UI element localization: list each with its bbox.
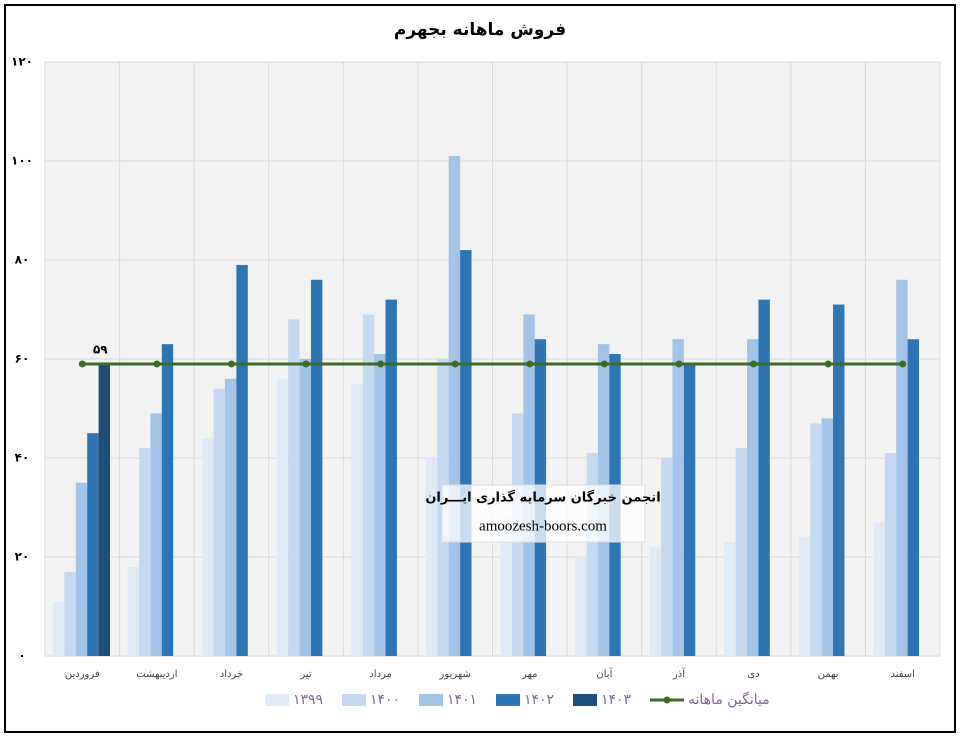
bar — [64, 571, 76, 656]
x-tick-label: دی — [747, 669, 759, 680]
bar — [150, 413, 162, 656]
line-marker — [451, 360, 459, 368]
legend-label: ۱۴۰۳ — [601, 692, 632, 708]
legend-label: ۱۳۹۹ — [293, 692, 323, 708]
bar — [672, 339, 684, 656]
bar — [161, 344, 174, 656]
bar — [821, 418, 834, 656]
bar — [798, 537, 811, 656]
bar — [213, 388, 225, 656]
y-tick-label: ۴۰ — [15, 451, 30, 465]
bar — [833, 304, 845, 656]
line-marker — [600, 360, 608, 368]
x-tick-label: خرداد — [220, 669, 243, 680]
bar — [53, 601, 65, 656]
x-tick-label: فروردین — [65, 669, 100, 680]
bar — [586, 453, 598, 656]
bar — [873, 522, 885, 656]
line-marker — [824, 360, 832, 368]
bar — [202, 438, 214, 656]
bar — [448, 156, 461, 657]
bar — [575, 557, 587, 656]
legend-swatch — [663, 696, 671, 704]
y-tick-label: ۸۰ — [15, 253, 30, 267]
bar — [385, 299, 397, 656]
bar — [87, 433, 99, 656]
watermark-title: انجمن خبرگان سرمایه گذاری ایـــران — [425, 490, 660, 506]
bar — [224, 378, 237, 656]
line-marker — [526, 360, 534, 368]
bar — [810, 423, 822, 656]
bar — [425, 458, 438, 656]
bar — [351, 383, 363, 656]
bar — [649, 547, 662, 656]
line-marker — [78, 360, 86, 368]
y-tick-label: ۲۰ — [15, 550, 30, 564]
x-tick-label: آبان — [596, 667, 613, 680]
legend-swatch — [496, 694, 520, 706]
x-tick-label: مرداد — [369, 669, 392, 680]
y-tick-label: ۶۰ — [15, 352, 30, 366]
legend-label: ۱۴۰۱ — [447, 692, 477, 708]
bar — [138, 448, 151, 656]
line-marker — [377, 360, 385, 368]
bar — [884, 453, 897, 656]
line-marker — [153, 360, 161, 368]
y-tick-label: ۱۲۰ — [11, 55, 33, 69]
bar — [747, 339, 759, 656]
bar — [75, 482, 88, 656]
y-tick-label: ۰ — [18, 649, 25, 663]
chart-title: فروش ماهانه بجهرم — [394, 20, 566, 40]
bar — [374, 354, 386, 656]
bar — [758, 299, 770, 656]
line-marker — [227, 360, 235, 368]
y-tick-label: ۱۰۰ — [11, 154, 33, 168]
bar — [724, 542, 736, 656]
line-marker — [750, 360, 758, 368]
bar — [288, 319, 300, 656]
watermark-url: amoozesh-boors.com — [479, 518, 607, 534]
data-label: ۵۹ — [93, 342, 108, 356]
x-tick-label: آذر — [672, 667, 686, 680]
bar — [236, 264, 248, 656]
bar — [98, 363, 110, 656]
bar — [683, 363, 696, 656]
legend-label: ۱۴۰۲ — [524, 692, 554, 708]
bar — [127, 566, 139, 656]
x-tick-label: تیر — [299, 669, 312, 680]
bar — [460, 250, 472, 656]
x-tick-label: بهمن — [818, 669, 839, 680]
x-tick-label: اسفند — [890, 669, 914, 680]
bar — [896, 279, 908, 656]
legend-swatch — [265, 694, 289, 706]
bar — [310, 279, 323, 656]
legend-swatch — [342, 694, 366, 706]
watermark-box — [441, 484, 646, 543]
x-tick-label: مهر — [521, 669, 537, 680]
bar — [500, 517, 512, 656]
legend-label: ۱۴۰۰ — [370, 692, 400, 708]
bar — [661, 458, 673, 656]
bar — [735, 448, 748, 656]
line-marker — [675, 360, 683, 368]
legend-label: میانگین ماهانه — [688, 691, 770, 708]
bar — [299, 359, 311, 656]
x-tick-label: شهریور — [439, 669, 471, 680]
line-marker — [302, 360, 310, 368]
legend-swatch — [419, 694, 443, 706]
bar — [362, 314, 375, 656]
line-marker — [899, 360, 907, 368]
legend-swatch — [573, 694, 597, 706]
bar — [276, 378, 289, 656]
bar — [907, 339, 920, 656]
x-tick-label: اردیبهشت — [136, 669, 177, 680]
